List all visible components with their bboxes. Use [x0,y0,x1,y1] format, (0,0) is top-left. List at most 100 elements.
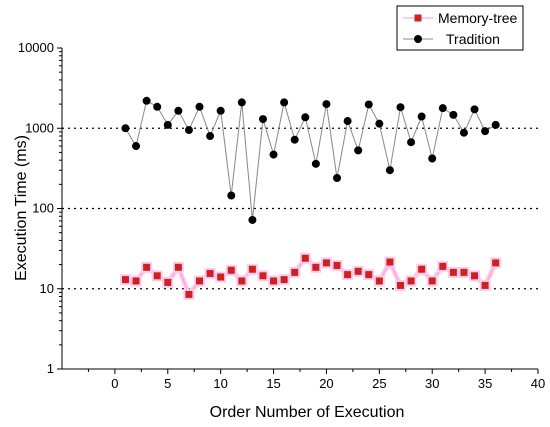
x-axis-ticks: 0 5 10 15 20 25 30 35 40 [87,369,545,391]
axes [61,48,538,370]
series-points [119,96,502,300]
y-tick-label: 1 [47,361,54,376]
data-point-tradition [375,119,384,128]
data-point-tradition [385,166,394,175]
data-point-tradition [237,98,246,107]
data-point-tradition [280,98,289,107]
y-tick-label: 1000 [25,120,54,135]
data-point-memory-tree [206,269,214,277]
data-point-memory-tree [460,268,468,276]
data-point-tradition [153,102,162,111]
y-axis-ticks: 1 10 100 1000 10000 [18,40,62,376]
y-axis-label: Execution Time (ms) [13,135,30,281]
data-point-tradition [269,150,278,159]
data-point-memory-tree [196,277,204,285]
data-point-memory-tree [270,277,278,285]
data-point-memory-tree [396,281,404,289]
y-tick-label: 10000 [18,40,54,55]
data-point-tradition [206,132,215,141]
data-point-tradition [248,215,257,224]
data-point-tradition [396,103,405,112]
data-point-tradition [163,120,172,129]
data-point-memory-tree [248,265,256,273]
data-point-tradition [311,159,320,168]
data-point-memory-tree [492,259,500,267]
data-point-memory-tree [375,277,383,285]
data-point-tradition [364,100,373,109]
data-point-memory-tree [132,277,140,285]
data-point-tradition [195,102,204,111]
x-tick-label: 0 [111,376,118,391]
x-tick-label: 30 [425,376,439,391]
data-point-tradition [491,120,500,129]
data-point-tradition [428,154,437,163]
data-point-memory-tree [428,277,436,285]
data-point-memory-tree [143,263,151,271]
data-point-tradition [184,126,193,135]
data-point-tradition [174,106,183,115]
data-point-tradition [449,110,458,119]
data-point-memory-tree [407,277,415,285]
data-point-tradition [301,113,310,122]
legend-label-memory-tree: Memory-tree [438,10,518,26]
x-tick-label: 40 [531,376,545,391]
legend-marker-tradition [414,35,422,43]
data-point-tradition [333,173,342,182]
data-point-tradition [417,112,426,121]
data-point-memory-tree [439,262,447,270]
data-point-tradition [459,128,468,137]
data-point-memory-tree [164,278,172,286]
data-point-memory-tree [227,266,235,274]
data-point-tradition [227,191,236,200]
data-point-tradition [407,138,416,147]
data-point-memory-tree [153,272,161,280]
data-point-tradition [322,100,331,109]
legend-label-tradition: Tradition [446,31,500,47]
data-point-tradition [290,135,299,144]
data-point-tradition [343,117,352,126]
x-tick-label: 35 [478,376,492,391]
data-point-memory-tree [365,271,373,279]
data-point-tradition [481,127,490,136]
data-point-memory-tree [481,281,489,289]
data-point-memory-tree [418,265,426,273]
data-point-memory-tree [185,290,193,298]
x-tick-label: 5 [164,376,171,391]
x-tick-label: 25 [372,376,386,391]
data-point-memory-tree [322,259,330,267]
legend: Memory-tree Tradition [396,5,524,51]
x-tick-label: 15 [266,376,280,391]
data-point-tradition [216,106,225,115]
data-point-memory-tree [217,273,225,281]
x-tick-label: 10 [213,376,227,391]
data-point-memory-tree [259,272,267,280]
data-point-memory-tree [238,277,246,285]
data-point-memory-tree [344,271,352,279]
x-axis-label: Order Number of Execution [210,404,405,421]
data-point-memory-tree [312,263,320,271]
data-point-tradition [142,96,151,105]
data-point-tradition [258,115,267,124]
y-tick-label: 100 [32,201,54,216]
data-point-memory-tree [121,276,129,284]
data-point-memory-tree [386,258,394,266]
data-point-memory-tree [291,268,299,276]
data-point-memory-tree [449,268,457,276]
legend-marker-memory-tree [414,14,422,22]
series-line-tradition [125,100,496,220]
data-point-tradition [121,124,130,133]
data-point-tradition [470,105,479,114]
data-point-tradition [354,146,363,155]
data-point-memory-tree [354,267,362,275]
data-point-memory-tree [471,272,479,280]
data-point-memory-tree [301,254,309,262]
data-point-memory-tree [174,263,182,271]
data-point-tradition [132,142,141,151]
gridlines [62,127,538,290]
data-point-memory-tree [280,276,288,284]
data-point-memory-tree [333,261,341,269]
x-tick-label: 20 [319,376,333,391]
y-tick-label: 10 [40,281,54,296]
data-point-tradition [438,104,447,113]
